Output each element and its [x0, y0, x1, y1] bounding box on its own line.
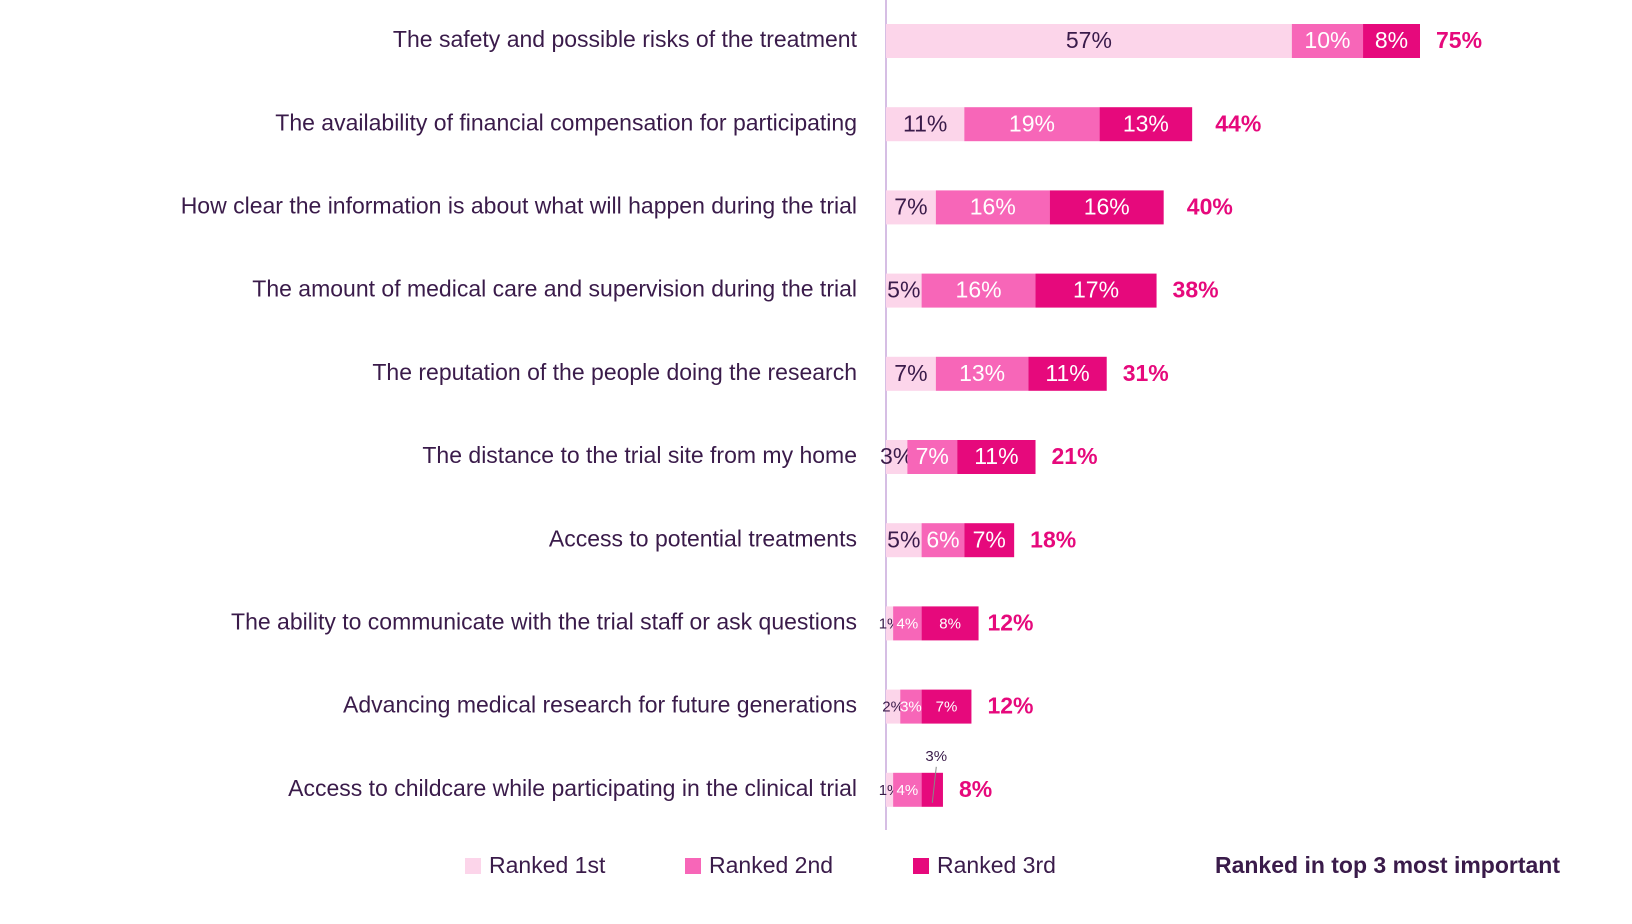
total-label: 18%	[1030, 526, 1076, 552]
bar-segment	[1028, 356, 1107, 391]
category-label: The availability of financial compensati…	[275, 109, 857, 135]
value-label: 4%	[897, 782, 919, 799]
bar-segment	[900, 689, 922, 724]
bar-segment	[886, 273, 922, 308]
bar-segment	[886, 606, 894, 641]
category-label: Advancing medical research for future ge…	[343, 692, 857, 718]
total-label: 8%	[959, 776, 992, 802]
bar-segment	[1363, 24, 1420, 58]
value-label: 7%	[916, 443, 949, 469]
legend-label: Ranked 3rd	[937, 852, 1056, 878]
value-label: 13%	[959, 360, 1005, 386]
bar-segment	[886, 523, 922, 558]
bar-segment	[1035, 273, 1157, 308]
category-label: The safety and possible risks of the tre…	[393, 26, 858, 52]
value-label: 7%	[894, 193, 927, 219]
bar-segment	[921, 689, 972, 724]
legend-swatch	[465, 858, 481, 874]
leader-line	[931, 766, 937, 803]
bar-segment	[1049, 190, 1164, 225]
bar-segment	[921, 606, 979, 641]
value-label: 19%	[1009, 110, 1055, 136]
bar-segment	[886, 689, 901, 724]
value-label: 16%	[970, 193, 1016, 219]
bar-segment	[935, 356, 1029, 391]
bar-segment	[1291, 24, 1364, 58]
bar-segment	[964, 107, 1100, 142]
category-label: Access to childcare while participating …	[288, 775, 857, 801]
value-label: 11%	[1045, 360, 1089, 386]
bar-segment	[921, 523, 965, 558]
value-label: 13%	[1123, 110, 1169, 136]
category-label: How clear the information is about what …	[181, 192, 857, 218]
bar-segment	[886, 356, 936, 391]
value-label: 7%	[973, 526, 1006, 552]
value-label: 16%	[1084, 193, 1130, 219]
value-label: 3%	[900, 699, 922, 716]
total-label: 44%	[1215, 110, 1261, 136]
total-label: 12%	[987, 693, 1033, 719]
value-label: 8%	[939, 615, 961, 632]
total-label: 38%	[1173, 277, 1219, 303]
value-label: 6%	[926, 526, 959, 552]
value-label: 57%	[1066, 27, 1112, 53]
category-label: The amount of medical care and supervisi…	[252, 276, 857, 302]
value-label: 5%	[887, 277, 920, 303]
value-label: 17%	[1073, 277, 1119, 303]
total-label: 12%	[987, 609, 1033, 635]
total-label: 21%	[1052, 443, 1098, 469]
legend-label: Ranked 1st	[489, 852, 606, 878]
legend-label: Ranked 2nd	[709, 852, 833, 878]
bar-segment	[957, 440, 1036, 474]
bar-segment	[886, 24, 1292, 58]
bar-segment	[921, 772, 943, 807]
value-label: 11%	[974, 443, 1018, 469]
bar-segment	[886, 107, 965, 142]
category-label: Access to potential treatments	[549, 525, 857, 551]
bar-segment	[893, 772, 922, 807]
category-label: The ability to communicate with the tria…	[231, 608, 857, 634]
bar-segment	[886, 440, 908, 474]
value-label: 8%	[1375, 27, 1408, 53]
legend-swatch	[685, 858, 701, 874]
bar-segment	[935, 190, 1050, 225]
bar-segment	[893, 606, 922, 641]
value-label: 7%	[894, 360, 927, 386]
total-label: 31%	[1123, 360, 1169, 386]
value-label: 3%	[925, 748, 947, 765]
total-label: 75%	[1436, 27, 1482, 53]
bar-segment	[964, 523, 1015, 558]
value-label: 5%	[887, 526, 920, 552]
bar-segment	[886, 190, 936, 225]
value-label: 7%	[936, 699, 958, 716]
category-label: The distance to the trial site from my h…	[422, 442, 857, 468]
value-label: 11%	[903, 110, 947, 136]
value-label: 10%	[1304, 27, 1350, 53]
value-label: 16%	[956, 277, 1002, 303]
legend-swatch	[913, 858, 929, 874]
legend-label: Ranked in top 3 most important	[1215, 852, 1560, 878]
value-label: 4%	[897, 615, 919, 632]
bar-segment	[1099, 107, 1193, 142]
category-label: The reputation of the people doing the r…	[372, 359, 857, 385]
total-label: 40%	[1187, 193, 1233, 219]
value-label: 2%	[882, 699, 904, 716]
bar-segment	[921, 273, 1036, 308]
bar-segment	[907, 440, 958, 474]
bar-segment	[886, 772, 894, 807]
